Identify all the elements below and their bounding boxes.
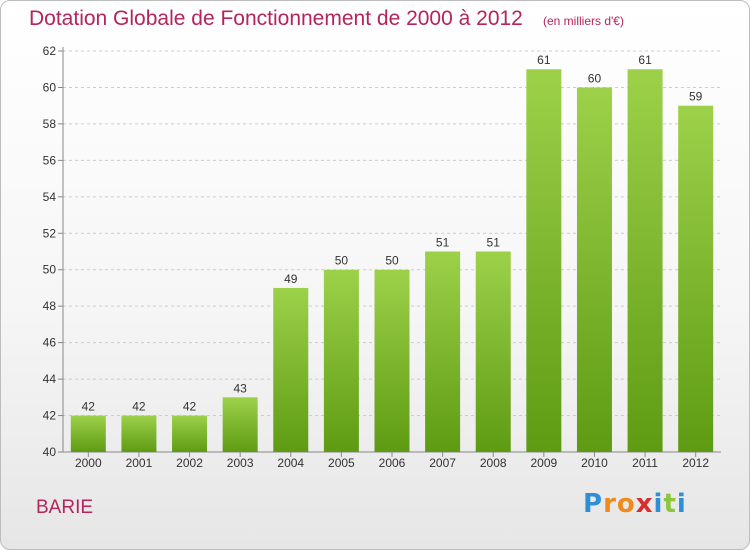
- data-label: 49: [284, 272, 298, 286]
- bar-2001: [121, 415, 157, 452]
- logo-letter: o: [616, 489, 636, 519]
- y-tick-label: 50: [43, 263, 57, 277]
- data-label: 61: [537, 53, 551, 67]
- bar-2003: [222, 397, 258, 452]
- bar-2009: [526, 69, 562, 453]
- x-tick-label: 2012: [682, 456, 709, 470]
- data-label: 42: [183, 400, 197, 414]
- y-tick-label: 54: [43, 190, 57, 204]
- y-tick-label: 42: [43, 409, 57, 423]
- chart-title: Dotation Globale de Fonctionnement de 20…: [29, 7, 523, 30]
- y-tick-label: 62: [43, 44, 57, 58]
- x-tick-label: 2001: [126, 456, 153, 470]
- x-tick-label: 2011: [632, 456, 658, 470]
- bar-2007: [425, 251, 461, 452]
- bar-2005: [323, 269, 359, 452]
- y-tick-label: 44: [43, 372, 57, 386]
- bar-2004: [273, 287, 309, 452]
- data-label: 60: [588, 71, 602, 85]
- logo-letter: P: [583, 489, 604, 519]
- proxiti-logo[interactable]: Proxiti: [583, 489, 687, 519]
- bar-2012: [678, 105, 714, 452]
- x-tick-label: 2010: [581, 456, 608, 470]
- bars: [70, 69, 714, 453]
- x-tick-label: 2006: [379, 456, 406, 470]
- logo-letter: i: [653, 489, 664, 519]
- y-tick-label: 48: [43, 299, 57, 313]
- x-tick-label: 2007: [429, 456, 456, 470]
- x-tick-label: 2005: [328, 456, 355, 470]
- data-labels: 42 42 42 43 49 50 50 51 51 61 60 61 59: [82, 53, 703, 413]
- data-label: 43: [233, 381, 247, 395]
- x-tick-label: 2009: [530, 456, 557, 470]
- data-label: 51: [436, 236, 450, 250]
- data-label: 50: [385, 254, 399, 268]
- y-tick-label: 58: [43, 117, 57, 131]
- bar-2008: [475, 251, 511, 452]
- data-label: 61: [638, 53, 652, 67]
- x-tick-label: 2008: [480, 456, 507, 470]
- y-tick-label: 46: [43, 336, 57, 350]
- commune-name: BARIE: [36, 497, 94, 518]
- logo-letter: r: [603, 489, 617, 519]
- logo-letter: x: [635, 489, 654, 519]
- y-tick-label: 52: [43, 226, 57, 240]
- bar-2006: [374, 269, 410, 452]
- bar-2002: [172, 415, 208, 452]
- bar-2000: [70, 415, 106, 452]
- data-label: 50: [335, 254, 349, 268]
- x-tick-label: 2000: [75, 456, 102, 470]
- data-label: 51: [487, 236, 501, 250]
- data-label: 42: [132, 400, 146, 414]
- x-tick-label: 2004: [277, 456, 304, 470]
- bar-2010: [576, 87, 612, 453]
- logo-letter: t: [663, 489, 677, 519]
- logo-letter: i: [676, 489, 687, 519]
- y-tick-label: 40: [43, 445, 57, 459]
- x-tick-label: 2002: [176, 456, 203, 470]
- bar-2011: [627, 69, 663, 453]
- data-label: 42: [82, 400, 96, 414]
- y-tick-label: 56: [43, 153, 57, 167]
- data-label: 59: [689, 90, 703, 104]
- y-tick-label: 60: [43, 80, 57, 94]
- x-tick-label: 2003: [227, 456, 254, 470]
- chart-unit: (en milliers d'€): [543, 14, 624, 28]
